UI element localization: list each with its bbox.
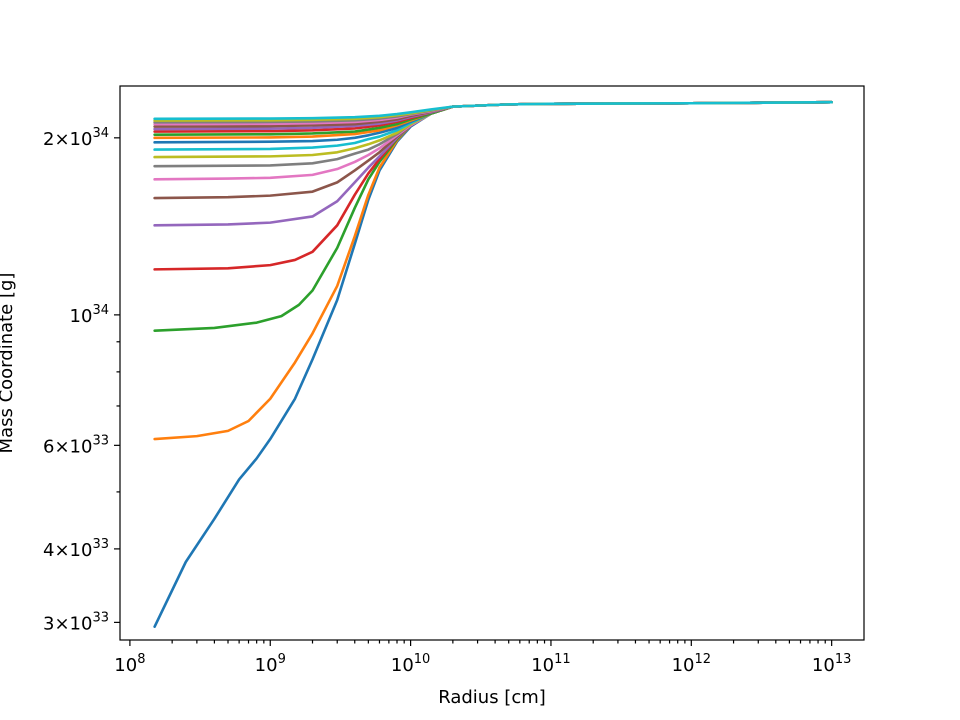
y-axis: 3×1033 4×1033 6×1033 1034 2×1034 bbox=[43, 126, 120, 634]
x-tick-label: 1010 bbox=[391, 652, 430, 676]
x-tick-label: 1011 bbox=[531, 652, 570, 676]
series-line-20 bbox=[153, 100, 833, 121]
x-tick-label: 109 bbox=[255, 652, 286, 676]
x-axis-label: Radius [cm] bbox=[438, 687, 546, 708]
y-tick-label: 3×1033 bbox=[43, 610, 109, 634]
y-axis-label: Mass Coordinate [g] bbox=[0, 273, 17, 454]
x-tick-label: 1013 bbox=[812, 652, 851, 676]
x-tick-label: 1012 bbox=[672, 652, 711, 676]
y-tick-label: 6×1033 bbox=[43, 433, 109, 457]
series-layer bbox=[153, 100, 833, 628]
y-tick-label: 4×1033 bbox=[43, 537, 109, 561]
x-tick-label: 108 bbox=[114, 652, 145, 676]
y-tick-label: 2×1034 bbox=[43, 126, 109, 150]
y-tick-label: 1034 bbox=[70, 303, 109, 327]
plot-frame bbox=[119, 85, 865, 641]
x-axis: 108 109 1010 1011 1012 1013 bbox=[114, 640, 851, 676]
